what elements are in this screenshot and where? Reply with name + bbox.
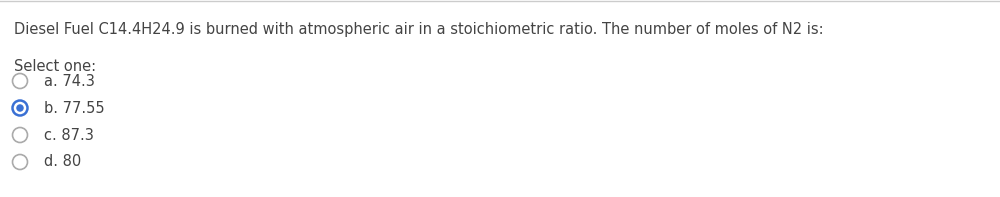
Text: d. 80: d. 80 [44, 154, 81, 169]
Text: Select one:: Select one: [14, 59, 96, 74]
Ellipse shape [16, 104, 24, 112]
Text: a. 74.3: a. 74.3 [44, 73, 95, 88]
Text: Diesel Fuel C14.4H24.9 is burned with atmospheric air in a stoichiometric ratio.: Diesel Fuel C14.4H24.9 is burned with at… [14, 22, 824, 37]
Text: b. 77.55: b. 77.55 [44, 100, 105, 115]
Text: c. 87.3: c. 87.3 [44, 127, 94, 142]
Ellipse shape [12, 100, 28, 115]
